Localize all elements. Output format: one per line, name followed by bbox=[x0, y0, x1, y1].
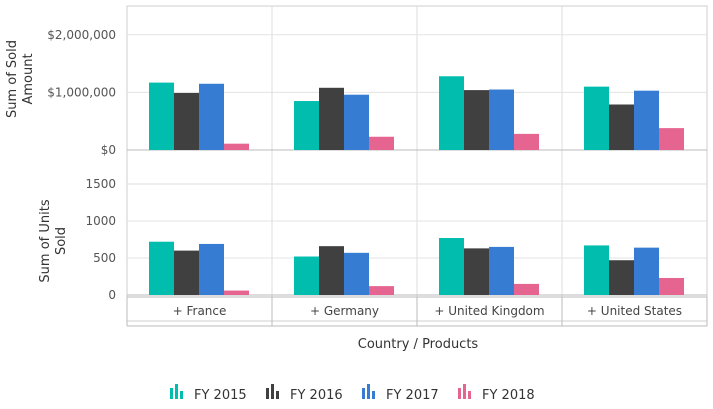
bar-fy-2017-0-0[interactable] bbox=[199, 83, 224, 150]
bar-fy-2018-0-3[interactable] bbox=[659, 128, 684, 150]
bar-fy-2017-1-1[interactable] bbox=[344, 252, 369, 295]
legend-icon-bar bbox=[266, 388, 269, 399]
bars-layer bbox=[149, 76, 684, 295]
legend-item-fy-2018[interactable]: FY 2018 bbox=[458, 384, 535, 403]
bar-fy-2018-0-2[interactable] bbox=[514, 133, 539, 150]
legend-label: FY 2016 bbox=[290, 388, 343, 403]
category-label[interactable]: + Germany bbox=[310, 304, 379, 318]
legend-item-fy-2017[interactable]: FY 2017 bbox=[362, 384, 439, 403]
legend-icon-bar bbox=[367, 384, 370, 399]
y-axis-title-line: Sum of Sold bbox=[5, 40, 20, 118]
legend-icon-bar bbox=[276, 391, 279, 399]
bar-fy-2017-0-2[interactable] bbox=[489, 89, 514, 150]
legend-icon-bar bbox=[463, 384, 466, 399]
legend-icon-bar bbox=[372, 391, 375, 399]
bar-fy-2015-1-1[interactable] bbox=[294, 256, 319, 295]
bar-fy-2016-0-3[interactable] bbox=[609, 104, 634, 150]
category-label[interactable]: + France bbox=[173, 304, 227, 318]
bar-fy-2017-1-0[interactable] bbox=[199, 243, 224, 295]
bar-fy-2017-0-3[interactable] bbox=[634, 90, 659, 150]
y-tick-label: $2,000,000 bbox=[47, 28, 116, 42]
legend-icon-bar bbox=[180, 391, 183, 399]
category-label[interactable]: + United States bbox=[587, 304, 682, 318]
bar-fy-2017-1-3[interactable] bbox=[634, 247, 659, 295]
bar-fy-2016-0-1[interactable] bbox=[319, 87, 344, 150]
bar-fy-2016-1-2[interactable] bbox=[464, 248, 489, 295]
bar-fy-2015-0-1[interactable] bbox=[294, 101, 319, 150]
legend-icon-bar bbox=[175, 384, 178, 399]
y-tick-label: 0 bbox=[108, 288, 116, 302]
bar-fy-2018-1-0[interactable] bbox=[224, 290, 249, 295]
bar-fy-2017-1-2[interactable] bbox=[489, 246, 514, 295]
y-tick-label: 1500 bbox=[85, 177, 116, 191]
bar-fy-2018-1-1[interactable] bbox=[369, 286, 394, 295]
bar-fy-2015-0-3[interactable] bbox=[584, 86, 609, 150]
legend-icon-bar bbox=[458, 388, 461, 399]
y-axis-title-line: Sum of Units bbox=[38, 199, 53, 282]
bar-fy-2015-1-0[interactable] bbox=[149, 241, 174, 295]
legend-item-fy-2016[interactable]: FY 2016 bbox=[266, 384, 343, 403]
legend-icon-bar bbox=[271, 384, 274, 399]
bar-fy-2016-0-0[interactable] bbox=[174, 92, 199, 150]
bar-fy-2016-1-3[interactable] bbox=[609, 260, 634, 295]
category-label[interactable]: + United Kingdom bbox=[434, 304, 544, 318]
legend: FY 2015 FY 2016 FY 2017 FY 2018 bbox=[170, 384, 535, 403]
x-axis-title: Country / Products bbox=[358, 337, 479, 352]
y-axis-title-line: Sold bbox=[54, 227, 69, 255]
bar-fy-2015-0-2[interactable] bbox=[439, 76, 464, 150]
legend-icon-bar bbox=[362, 388, 365, 399]
legend-label: FY 2017 bbox=[386, 388, 439, 403]
y-tick-label: $0 bbox=[101, 143, 116, 157]
bar-fy-2015-1-2[interactable] bbox=[439, 238, 464, 295]
bar-fy-2018-1-3[interactable] bbox=[659, 277, 684, 295]
bar-fy-2018-0-1[interactable] bbox=[369, 136, 394, 150]
bar-fy-2016-1-0[interactable] bbox=[174, 250, 199, 295]
y-tick-label: 1000 bbox=[85, 214, 116, 228]
y-tick-label: 500 bbox=[93, 251, 116, 265]
y-axis-title-units-sold: Sum of Units Sold bbox=[38, 199, 69, 282]
bar-fy-2016-1-1[interactable] bbox=[319, 246, 344, 295]
bar-fy-2018-0-0[interactable] bbox=[224, 143, 249, 150]
legend-item-fy-2015[interactable]: FY 2015 bbox=[170, 384, 247, 403]
legend-label: FY 2018 bbox=[482, 388, 535, 403]
legend-label: FY 2015 bbox=[194, 388, 247, 403]
bar-fy-2015-0-0[interactable] bbox=[149, 82, 174, 150]
legend-icon-bar bbox=[468, 391, 471, 399]
y-tick-label: $1,000,000 bbox=[47, 85, 116, 99]
bar-fy-2018-1-2[interactable] bbox=[514, 283, 539, 295]
y-axis-title-sold-amount: Sum of Sold Amount bbox=[5, 40, 36, 118]
bar-fy-2015-1-3[interactable] bbox=[584, 245, 609, 295]
bar-fy-2017-0-1[interactable] bbox=[344, 94, 369, 150]
y-axis-title-line: Amount bbox=[21, 53, 36, 104]
bar-fy-2016-0-2[interactable] bbox=[464, 90, 489, 150]
legend-icon-bar bbox=[170, 388, 173, 399]
axes-layer: $0 $1,000,000 $2,000,000 0 500 1000 1500 + Fran… bbox=[47, 28, 708, 327]
